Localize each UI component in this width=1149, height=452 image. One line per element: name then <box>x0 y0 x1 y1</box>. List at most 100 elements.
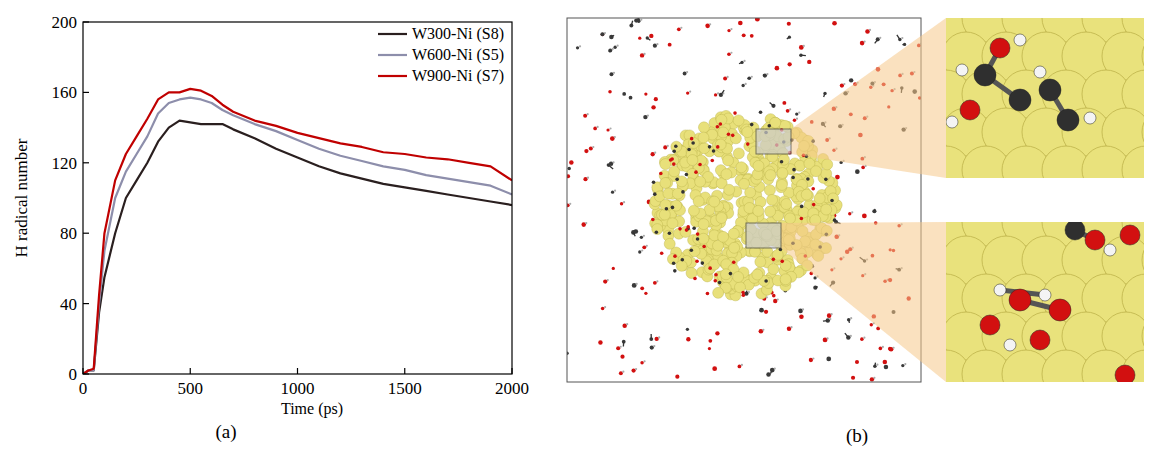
x-axis-title: Time (ps) <box>281 400 343 418</box>
x-tick-label: 0 <box>79 379 88 398</box>
adsorbate <box>833 218 837 222</box>
ni-atom <box>660 199 671 210</box>
bond <box>787 37 790 39</box>
bond <box>609 50 610 52</box>
y-tick-label: 200 <box>52 13 78 32</box>
atom <box>766 73 768 75</box>
atom <box>831 313 833 315</box>
atom <box>658 336 660 338</box>
adsorbate <box>669 158 673 162</box>
ni-atom <box>667 254 678 265</box>
adsorbate <box>685 228 689 232</box>
y-tick-label: 120 <box>52 154 78 173</box>
atom <box>738 365 742 369</box>
adsorbate <box>764 279 768 283</box>
adsorbate <box>729 272 733 276</box>
x-tick-label: 2000 <box>495 379 529 398</box>
adsorbate <box>678 227 682 231</box>
ni-atom <box>716 212 727 223</box>
atom <box>777 298 779 300</box>
ni-atom <box>765 170 776 181</box>
bond <box>851 79 853 80</box>
ni-atom <box>671 141 682 152</box>
adsorbate <box>792 168 796 172</box>
panel-label: (b) <box>846 425 868 447</box>
atom <box>715 331 719 335</box>
x-tick-label: 1500 <box>388 379 422 398</box>
atom <box>879 37 881 39</box>
atom <box>738 21 743 26</box>
ni-atom <box>659 209 670 220</box>
atom <box>751 76 753 78</box>
x-tick <box>511 368 512 374</box>
adsorbate <box>716 145 720 149</box>
atom <box>644 292 647 295</box>
ni-atom <box>669 166 680 177</box>
adsorbate <box>710 159 714 163</box>
atom <box>626 323 628 325</box>
adsorbate <box>712 149 716 153</box>
ni-atom <box>778 154 789 165</box>
adsorbate <box>733 111 737 115</box>
atom <box>579 45 581 47</box>
ni-atom <box>733 148 744 159</box>
ni-atom <box>753 205 764 216</box>
atom <box>774 367 776 369</box>
plot-frame <box>83 22 512 374</box>
atom <box>1034 66 1046 78</box>
atom <box>850 335 852 337</box>
atom <box>813 276 816 279</box>
atom <box>884 365 889 370</box>
adsorbate <box>659 172 663 176</box>
ni-atom <box>698 219 709 230</box>
atom <box>619 371 623 375</box>
atom <box>873 377 875 379</box>
bond <box>631 21 632 26</box>
adsorbate <box>673 269 677 273</box>
atom <box>1115 365 1135 382</box>
atom <box>614 190 616 192</box>
atom <box>635 368 637 370</box>
y-tick <box>83 162 89 163</box>
ni-atom <box>667 218 678 229</box>
atom <box>1004 339 1016 351</box>
x-tick <box>404 368 405 374</box>
ni-atom <box>689 246 700 257</box>
atom <box>990 38 1010 58</box>
zoom-cone <box>791 18 946 178</box>
ni-atom <box>755 256 766 267</box>
adsorbate <box>718 281 722 285</box>
adsorbate <box>824 178 828 182</box>
atom <box>755 18 760 22</box>
atom <box>643 235 645 237</box>
atom <box>813 286 817 290</box>
adsorbate <box>806 177 810 181</box>
atom <box>638 37 641 40</box>
atom <box>860 337 864 341</box>
bond <box>902 44 904 46</box>
zoom-cone <box>781 222 946 382</box>
adsorbate <box>651 218 655 222</box>
adsorbate <box>727 132 731 136</box>
adsorbate <box>791 176 795 180</box>
atom <box>812 357 814 359</box>
atom <box>748 291 750 293</box>
ni-atom <box>733 115 744 126</box>
atom <box>608 90 612 94</box>
atom <box>787 22 791 26</box>
atom <box>647 114 649 116</box>
atom <box>677 27 681 31</box>
x-tick-label: 1000 <box>281 379 315 398</box>
atom <box>587 177 589 179</box>
ni-atom <box>739 178 750 189</box>
atom <box>636 283 638 285</box>
adsorbate <box>652 181 656 185</box>
y-tick-label: 0 <box>69 365 78 384</box>
atom <box>793 118 796 121</box>
atom <box>651 105 655 109</box>
bond <box>897 35 900 40</box>
bond <box>875 39 878 43</box>
atom <box>1014 34 1026 46</box>
atom <box>680 27 682 29</box>
ni-atom <box>776 179 787 190</box>
